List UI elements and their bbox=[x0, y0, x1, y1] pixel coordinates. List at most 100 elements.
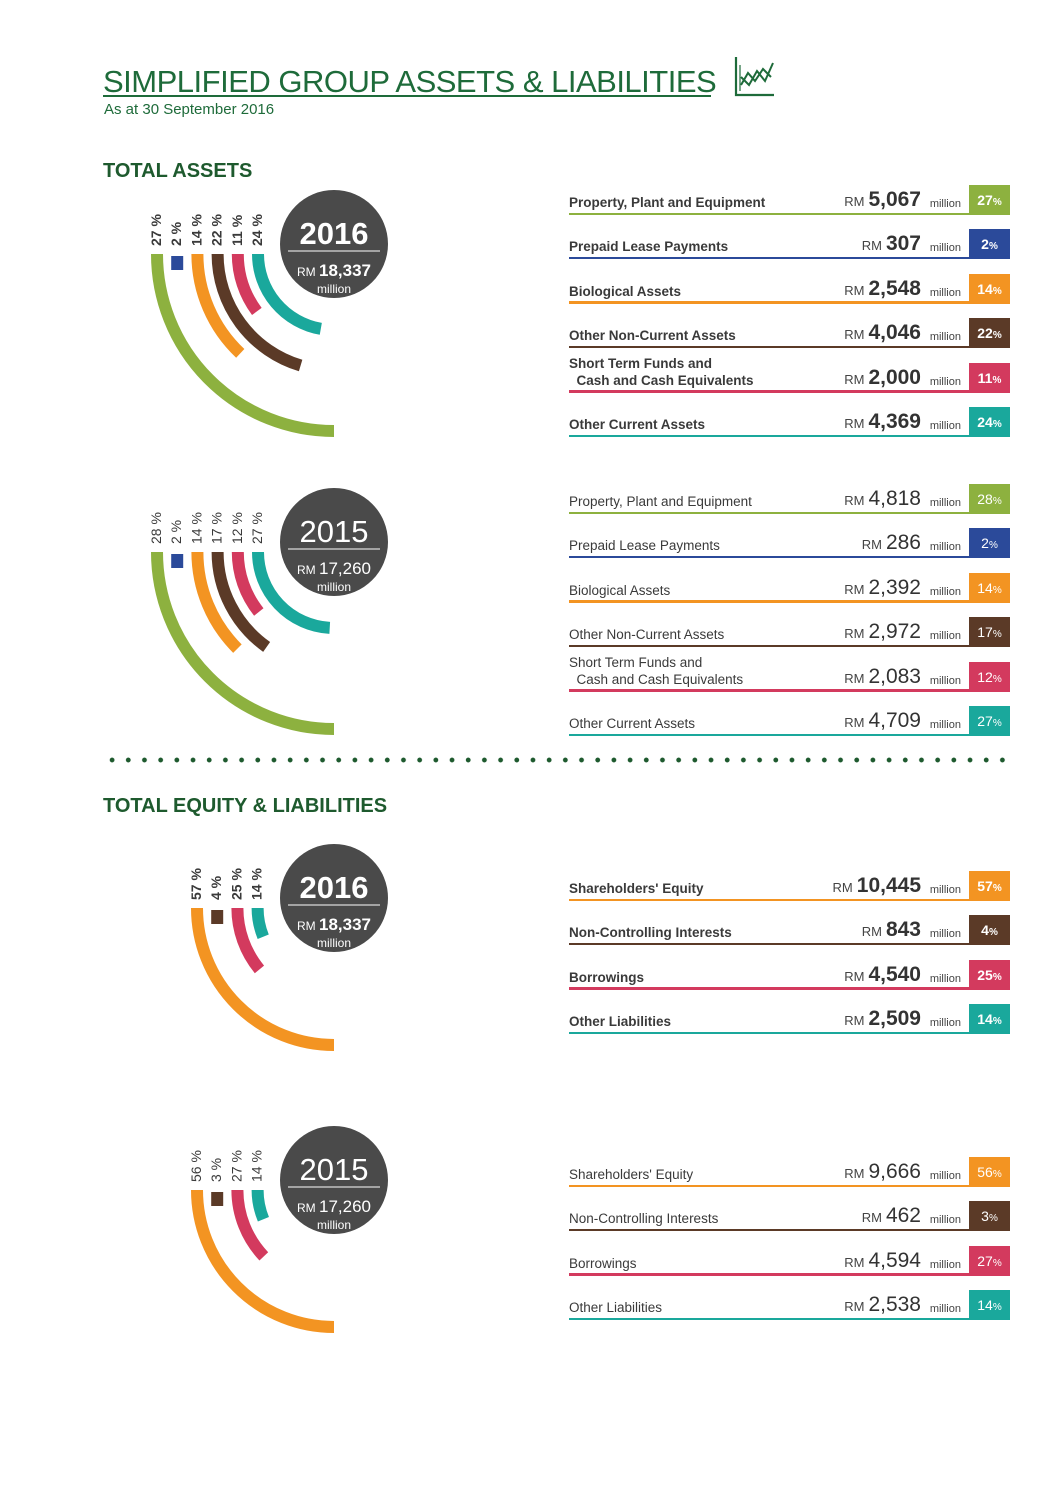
row-unit: million bbox=[929, 630, 961, 643]
arc-3 bbox=[211, 551, 271, 652]
row-label: Biological Assets bbox=[569, 582, 671, 598]
row-underline bbox=[569, 600, 970, 603]
arc-0 bbox=[151, 551, 335, 735]
arc-5 bbox=[252, 551, 331, 634]
row-underline bbox=[569, 987, 970, 990]
circle-unit: million bbox=[317, 1218, 351, 1232]
arc-2 bbox=[191, 551, 242, 653]
row-amount: RM 286 bbox=[861, 531, 921, 555]
row-underline bbox=[569, 733, 970, 736]
row-label: Shareholders' Equity bbox=[569, 881, 704, 896]
row-unit: million bbox=[929, 198, 961, 210]
table-row: Borrowings RM 4,594 million 27% bbox=[569, 1245, 1010, 1276]
pct-label-2: 14 % bbox=[188, 512, 204, 544]
table-row: Biological Assets RM 2,548 million 14% bbox=[569, 273, 1010, 304]
row-label: Non-Controlling Interests bbox=[569, 925, 732, 941]
pct-label-2: 14 % bbox=[188, 214, 204, 246]
row-label: Biological Assets bbox=[569, 283, 682, 299]
row-underline bbox=[569, 1031, 970, 1035]
table-row: Other Non-Current Assets RM 2,972 million 17… bbox=[569, 617, 1010, 648]
table-row: Other Liabilities RM 2,538 million 14% bbox=[569, 1290, 1010, 1321]
percent-badge: 2% bbox=[969, 528, 1010, 559]
percent-badge: 24% bbox=[969, 407, 1010, 437]
row-underline bbox=[569, 1184, 970, 1187]
table-row: Other Current Assets RM 4,369 million 24% bbox=[569, 407, 1010, 437]
circle-year: 2016 bbox=[300, 216, 369, 251]
row-label: Other Liabilities bbox=[569, 1014, 672, 1030]
table-row: Non-Controlling Interests RM 462 million 3% bbox=[569, 1201, 1010, 1232]
row-unit: million bbox=[929, 719, 961, 731]
arc-0 bbox=[191, 1189, 335, 1333]
circle-total: RM 17,260 bbox=[297, 1197, 371, 1216]
table-row: Other Liabilities RM 2,509 million 14% bbox=[569, 1004, 1010, 1035]
percent-badge: 11% bbox=[969, 362, 1010, 393]
row-underline bbox=[569, 1317, 970, 1321]
section-divider bbox=[104, 757, 1010, 763]
row-label: Property, Plant and Equipment bbox=[569, 195, 766, 210]
row-amount: RM 307 bbox=[861, 232, 921, 256]
percent-badge: 27% bbox=[969, 185, 1010, 215]
pct-label-1: 2 % bbox=[168, 221, 184, 246]
percent-badge: 57% bbox=[969, 871, 1010, 901]
circle-total: RM 18,337 bbox=[297, 915, 371, 934]
row-unit: million bbox=[929, 585, 961, 598]
percent-badge: 14% bbox=[969, 1290, 1010, 1321]
percent-badge: 14% bbox=[969, 1004, 1010, 1035]
table-row: Other Current Assets RM 4,709 million 27% bbox=[569, 706, 1010, 736]
table-row: Property, Plant and Equipment RM 5,067 mill… bbox=[569, 185, 1010, 215]
row-amount: RM 2,972 bbox=[844, 620, 921, 644]
pct-label-0: 56 % bbox=[188, 1150, 204, 1182]
row-unit: million bbox=[929, 375, 961, 388]
table-row: Non-Controlling Interests RM 843 million 4% bbox=[569, 915, 1010, 946]
row-label: Other Current Assets bbox=[569, 716, 696, 731]
row-label: Property, Plant and Equipment bbox=[569, 494, 752, 509]
table-row: Short Term Funds and Cash and Cash Equiv… bbox=[569, 356, 1010, 393]
row-label: Other Non-Current Assets bbox=[569, 627, 725, 643]
chart-equity-2016: 57 % 4 % 25 % 14 % 2016 RM 18,337 million bbox=[188, 844, 388, 1051]
row-amount: RM 843 bbox=[861, 918, 921, 942]
arc-0 bbox=[151, 253, 335, 437]
pct-label-5: 27 % bbox=[249, 512, 265, 544]
row-amount: RM 5,067 bbox=[844, 188, 921, 211]
arc-5 bbox=[252, 253, 323, 335]
row-underline bbox=[569, 345, 970, 349]
row-label: Short Term Funds and Cash and Cash Equiv… bbox=[569, 654, 744, 687]
title-underline bbox=[103, 95, 711, 97]
row-label: Borrowings bbox=[569, 1255, 637, 1271]
table-row: Property, Plant and Equipment RM 4,818 mill… bbox=[569, 484, 1010, 514]
line-chart-icon bbox=[734, 57, 774, 97]
row-label: Prepaid Lease Payments bbox=[569, 239, 729, 255]
row-unit: million bbox=[929, 1303, 961, 1316]
row-underline bbox=[569, 1273, 970, 1276]
row-label: Other Non-Current Assets bbox=[569, 328, 736, 344]
row-unit: million bbox=[929, 420, 961, 432]
table-row: Biological Assets RM 2,392 million 14% bbox=[569, 572, 1010, 603]
row-unit: million bbox=[929, 497, 961, 509]
row-underline bbox=[569, 434, 970, 437]
row-unit: million bbox=[929, 1258, 961, 1271]
arc-3 bbox=[251, 1189, 270, 1222]
percent-badge: 27% bbox=[969, 706, 1010, 736]
circle-total: RM 18,337 bbox=[297, 261, 371, 280]
percent-badge: 4% bbox=[969, 915, 1010, 946]
row-amount: RM 2,548 bbox=[844, 276, 921, 300]
row-amount: RM 2,538 bbox=[844, 1293, 921, 1317]
row-label: Borrowings bbox=[569, 969, 645, 985]
row-underline bbox=[569, 256, 970, 260]
table-row: Shareholders' Equity RM 10,445 million 57% bbox=[569, 871, 1010, 901]
arc-1 bbox=[171, 256, 184, 270]
table-row: Short Term Funds and Cash and Cash Equiv… bbox=[569, 655, 1010, 692]
total-circle bbox=[280, 190, 388, 298]
arc-1 bbox=[171, 554, 184, 568]
percent-badge: 28% bbox=[969, 484, 1010, 514]
percent-badge: 56% bbox=[969, 1157, 1010, 1187]
pct-label-2: 27 % bbox=[228, 1150, 244, 1182]
total-circle bbox=[280, 488, 388, 596]
circle-total: RM 17,260 bbox=[297, 559, 371, 578]
pct-label-3: 14 % bbox=[249, 1150, 265, 1182]
row-unit: million bbox=[929, 541, 961, 554]
row-amount: RM 2,392 bbox=[844, 575, 921, 599]
arc-2 bbox=[231, 1189, 269, 1261]
circle-year: 2016 bbox=[300, 870, 369, 905]
row-underline bbox=[569, 942, 970, 946]
